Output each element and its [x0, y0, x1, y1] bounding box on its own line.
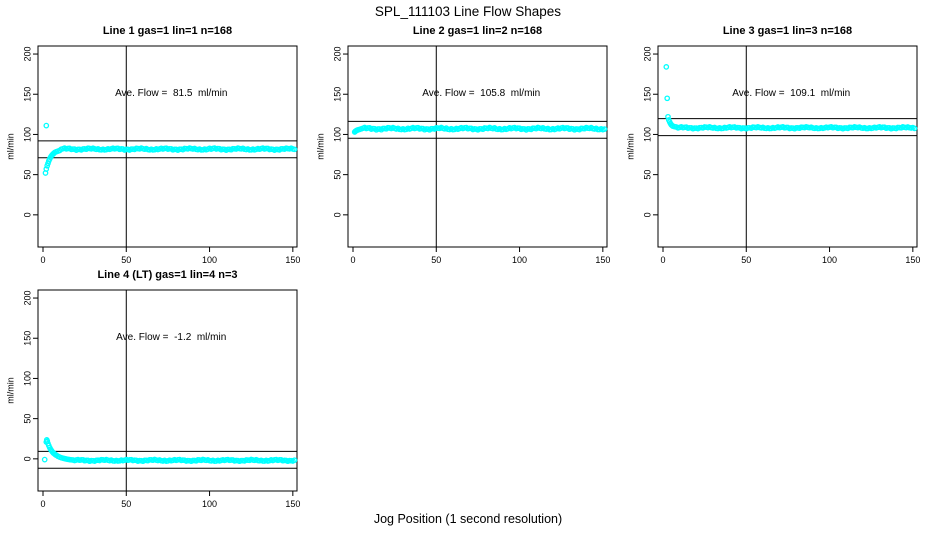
- data-point: [665, 113, 671, 120]
- panel-line-2: 0 50 100 150 200 0 50 100 150 ml/min Line 2 gas=1 …: [310, 20, 620, 270]
- x-tick-label: 150: [285, 499, 300, 509]
- data-point: [291, 146, 298, 153]
- y-tick-label: 200: [22, 291, 32, 306]
- panel-line-1: 0 50 100 150 200 0 50 100 150 ml/min Line 1 gas=1 …: [0, 20, 310, 270]
- ave-flow-annotation: Ave. Flow = 105.8 ml/min: [422, 88, 540, 99]
- panel-title: Line 2 gas=1 lin=2 n=168: [413, 25, 542, 37]
- panel-title: Line 1 gas=1 lin=1 n=168: [103, 25, 232, 37]
- y-tick-label: 200: [22, 47, 32, 62]
- x-tick-label: 150: [905, 255, 920, 265]
- plot-box: [347, 45, 608, 248]
- panel-svg: 0 50 100 150 200 0 50 100 150 ml/min Line 3 gas=1 …: [625, 25, 920, 265]
- figure-title: SPL_111103 Line Flow Shapes: [374, 4, 562, 19]
- plot-box: [37, 45, 298, 248]
- x-tick-label: 100: [822, 255, 837, 265]
- data-point: [291, 457, 298, 464]
- y-tick-label: 50: [22, 170, 32, 180]
- y-tick-label: 0: [22, 456, 32, 461]
- data-point: [43, 122, 50, 129]
- x-tick-label: 0: [40, 499, 45, 509]
- data-points: [351, 124, 608, 135]
- y-tick-label: 50: [642, 170, 652, 180]
- y-tick-label: 200: [332, 47, 342, 62]
- x-tick-label: 100: [202, 255, 217, 265]
- x-tick-label: 50: [121, 499, 131, 509]
- panel-svg: 0 50 100 150 200 0 50 100 150 ml/min Line 4 (LT) g…: [5, 269, 300, 509]
- y-axis-label: ml/min: [5, 377, 15, 404]
- data-point: [43, 166, 50, 172]
- y-tick-label: 150: [332, 87, 342, 102]
- y-tick-label: 100: [22, 127, 32, 142]
- panel-title: Line 4 (LT) gas=1 lin=4 n=3: [97, 269, 237, 281]
- y-tick-label: 0: [22, 212, 32, 217]
- y-tick-label: 0: [332, 212, 342, 217]
- x-tick-label: 0: [40, 255, 45, 265]
- data-point: [601, 126, 608, 132]
- data-point: [664, 95, 671, 102]
- y-tick-label: 50: [332, 170, 342, 180]
- plot-box: [657, 45, 918, 248]
- x-tick-label: 150: [285, 255, 300, 265]
- y-tick-label: 100: [642, 127, 652, 142]
- panel-svg: 0 50 100 150 200 0 50 100 150 ml/min Line 1 gas=1 …: [5, 25, 300, 265]
- y-axis-label: ml/min: [625, 133, 635, 160]
- ave-flow-annotation: Ave. Flow = 81.5 ml/min: [115, 88, 227, 99]
- ave-flow-annotation: Ave. Flow = 109.1 ml/min: [732, 88, 850, 99]
- data-point: [41, 456, 48, 463]
- y-axis-label: ml/min: [5, 133, 15, 160]
- x-tick-label: 0: [660, 255, 665, 265]
- figure-xlabel: Jog Position (1 second resolution): [373, 512, 563, 526]
- y-tick-label: 150: [22, 331, 32, 346]
- y-tick-label: 0: [642, 212, 652, 217]
- panel-title: Line 3 gas=1 lin=3 n=168: [723, 25, 852, 37]
- x-tick-label: 150: [595, 255, 610, 265]
- panel-line-4: 0 50 100 150 200 0 50 100 150 ml/min Line 4 (LT) g…: [0, 264, 310, 514]
- x-tick-label: 100: [512, 255, 527, 265]
- x-tick-label: 50: [431, 255, 441, 265]
- x-tick-label: 50: [741, 255, 751, 265]
- y-tick-label: 150: [22, 87, 32, 102]
- panel-svg: 0 50 100 150 200 0 50 100 150 ml/min Line 2 gas=1 …: [315, 25, 610, 265]
- x-tick-label: 0: [350, 255, 355, 265]
- data-point: [911, 125, 918, 132]
- y-tick-label: 100: [332, 127, 342, 142]
- data-points: [41, 437, 298, 465]
- panel-line-3: 0 50 100 150 200 0 50 100 150 ml/min Line 3 gas=1 …: [620, 20, 930, 270]
- ave-flow-annotation: Ave. Flow = -1.2 ml/min: [116, 332, 226, 343]
- y-axis-label: ml/min: [315, 133, 325, 160]
- y-tick-label: 100: [22, 371, 32, 386]
- plot-box: [37, 289, 298, 492]
- y-tick-label: 150: [642, 87, 652, 102]
- y-tick-label: 200: [642, 47, 652, 62]
- x-tick-label: 50: [121, 255, 131, 265]
- y-tick-label: 50: [22, 414, 32, 424]
- data-points: [42, 122, 298, 176]
- data-points: [663, 64, 918, 132]
- x-tick-label: 100: [202, 499, 217, 509]
- data-point: [663, 64, 670, 70]
